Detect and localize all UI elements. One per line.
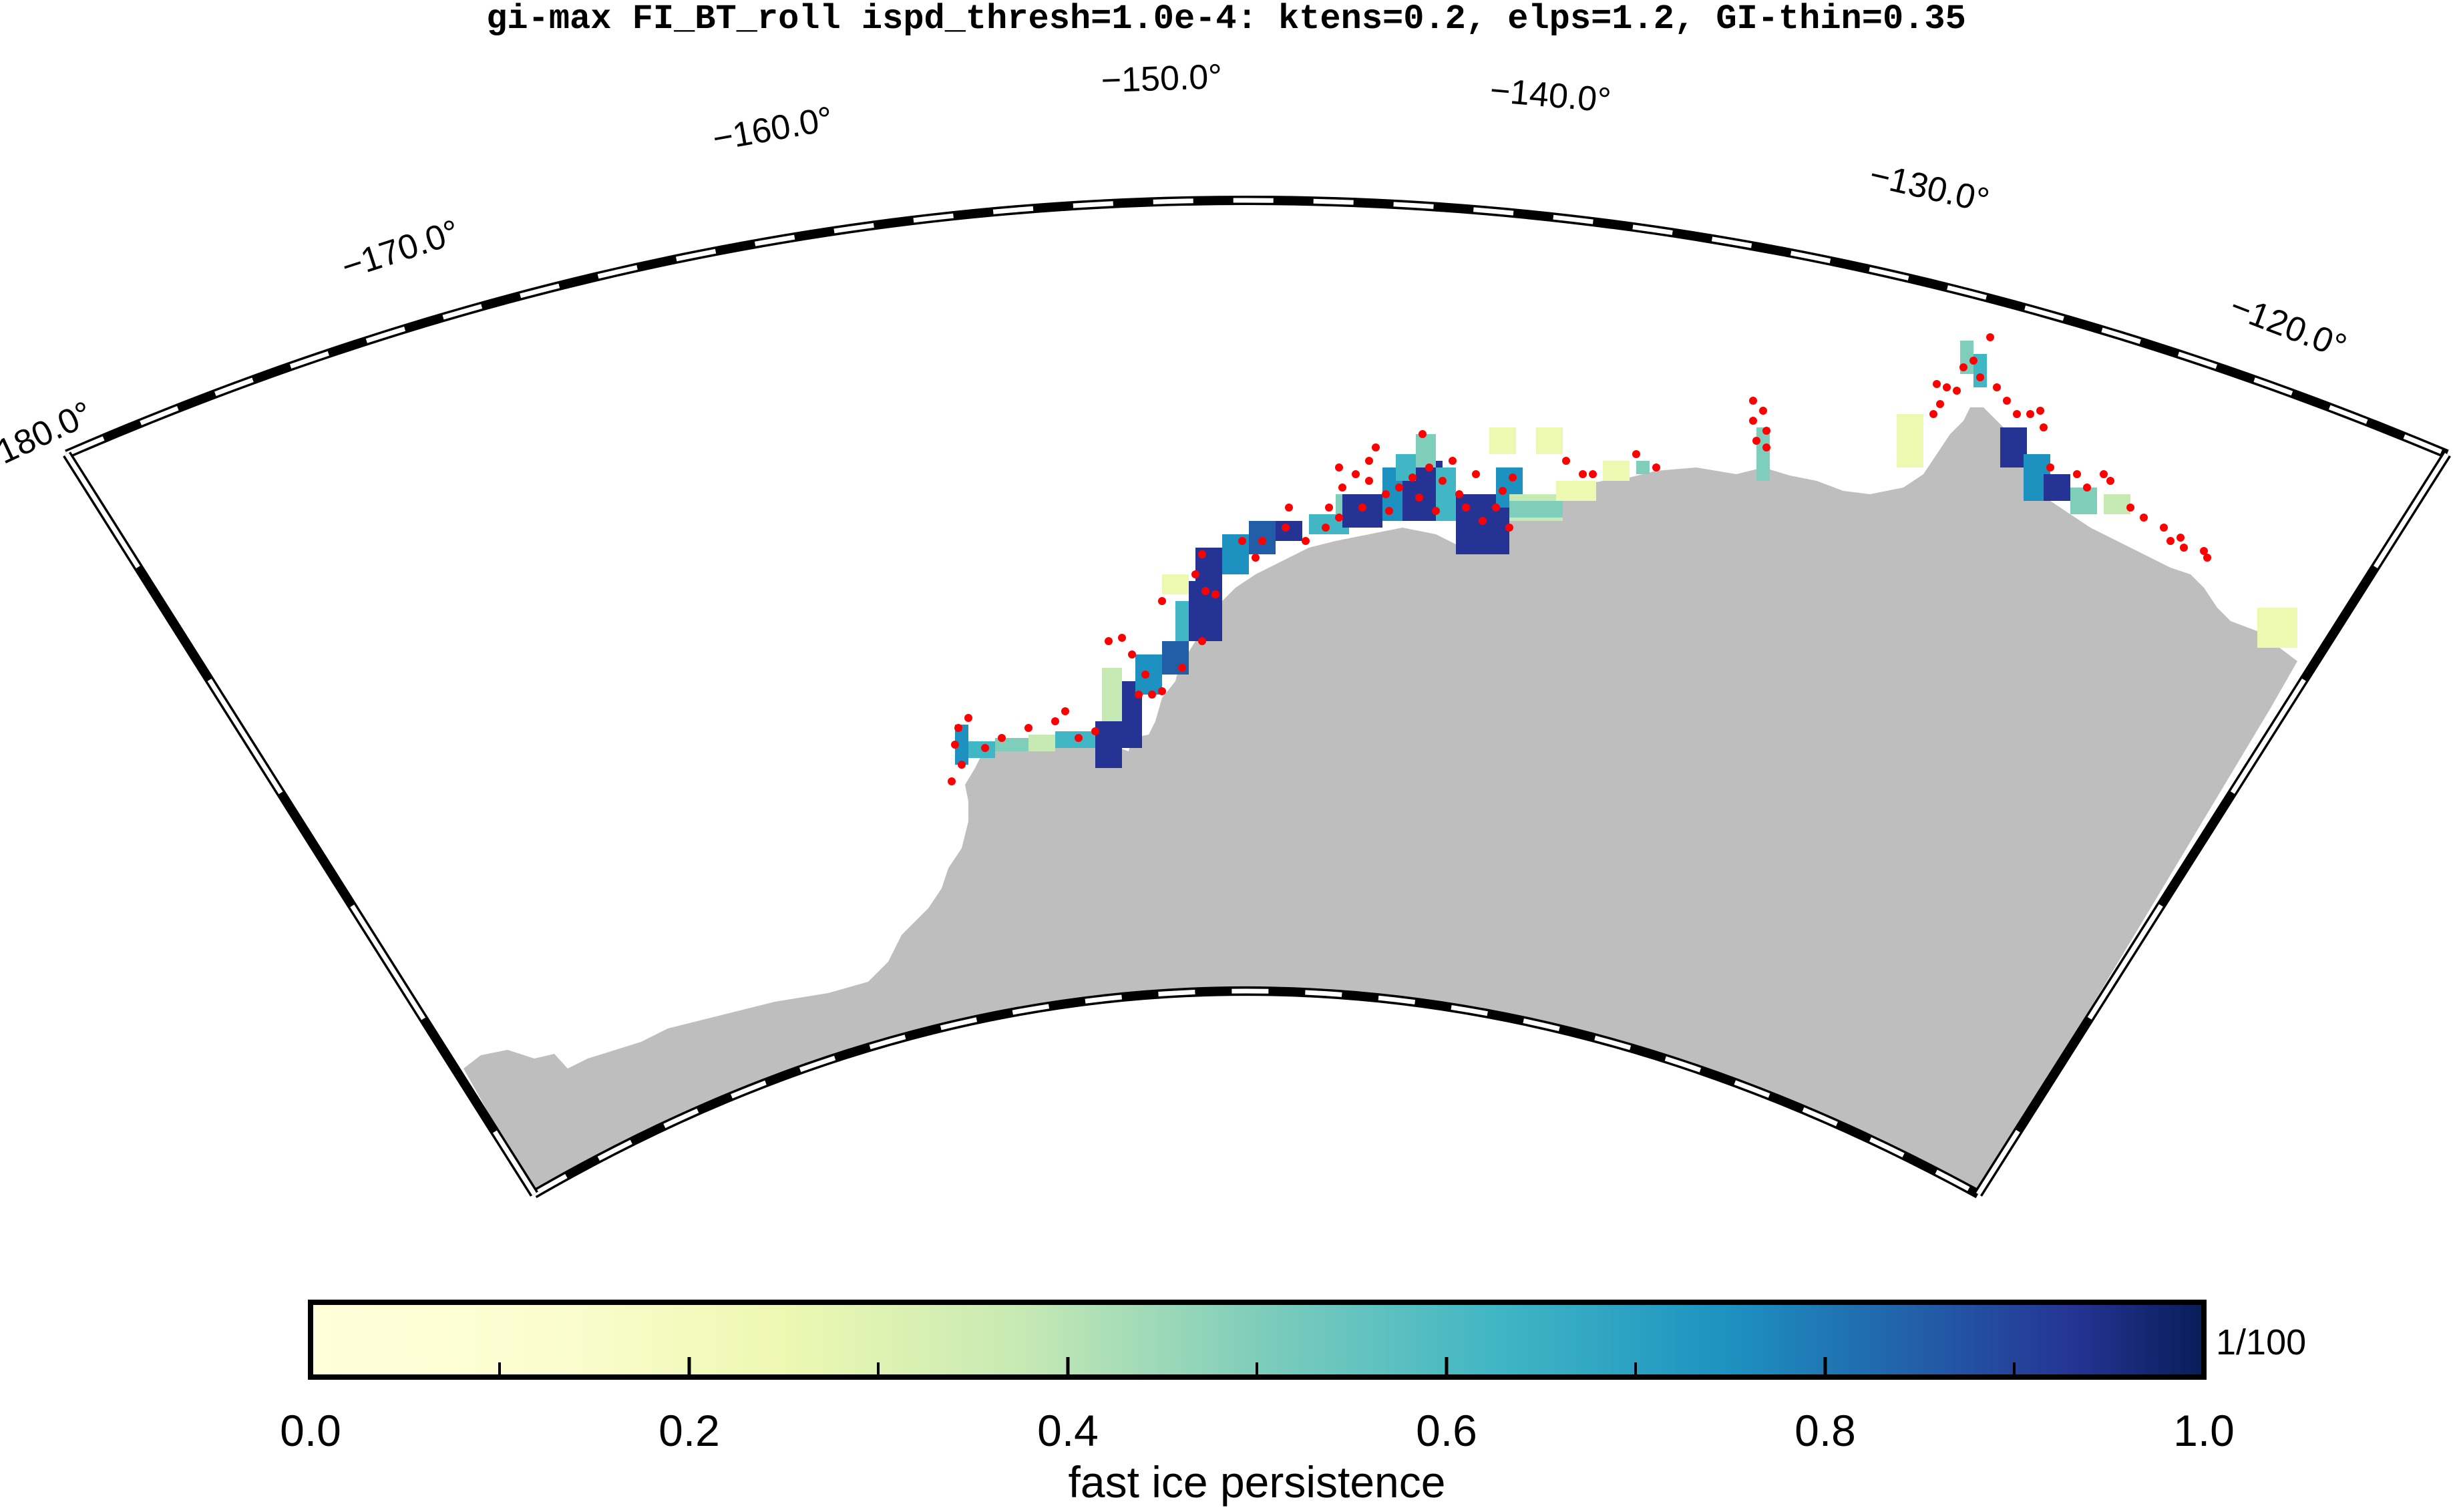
colorbar-tick-label: 0.0 bbox=[280, 1406, 341, 1455]
colorbar-tick-labels: 0.0 0.2 0.4 0.6 0.8 1.0 bbox=[280, 1357, 2235, 1455]
colorbar-tick-label: 0.2 bbox=[658, 1406, 720, 1455]
colorbar: 0.0 0.2 0.4 0.6 0.8 1.0 1/100 fast ice persis… bbox=[280, 1300, 2306, 1507]
lon-label-170: −170.0° bbox=[337, 212, 464, 287]
colorbar-tick-label: 0.6 bbox=[1416, 1406, 1477, 1455]
colorbar-unit: 1/100 bbox=[2216, 1322, 2306, 1362]
lon-label-150: −150.0° bbox=[1101, 57, 1223, 100]
frame-inner-arc-dash bbox=[533, 988, 1979, 1197]
colorbar-tick-label: 0.4 bbox=[1037, 1406, 1099, 1455]
lon-label-120: −120.0° bbox=[2225, 287, 2351, 367]
land-mass bbox=[463, 407, 2297, 1194]
lon-label-130: −130.0° bbox=[1866, 156, 1993, 220]
lon-label-160: −160.0° bbox=[710, 100, 836, 159]
map-title: gi-max FI_BT_roll ispd_thresh=1.0e-4: kt… bbox=[486, 0, 1966, 39]
frame-right-side bbox=[1974, 451, 2451, 1197]
frame-outer-arc-dash bbox=[65, 198, 2448, 457]
fast-ice-cells bbox=[955, 341, 2297, 768]
map-panel: −180.0° −170.0° −160.0° −150.0° −140.0° … bbox=[0, 57, 2451, 1199]
colorbar-label: fast ice persistence bbox=[1069, 1457, 1446, 1507]
colorbar-tick-label: 0.8 bbox=[1795, 1406, 1856, 1455]
colorbar-tick-label: 1.0 bbox=[2173, 1406, 2235, 1455]
red-points bbox=[948, 333, 2211, 785]
frame-left-side bbox=[63, 451, 538, 1197]
lon-label-140: −140.0° bbox=[1489, 71, 1613, 120]
